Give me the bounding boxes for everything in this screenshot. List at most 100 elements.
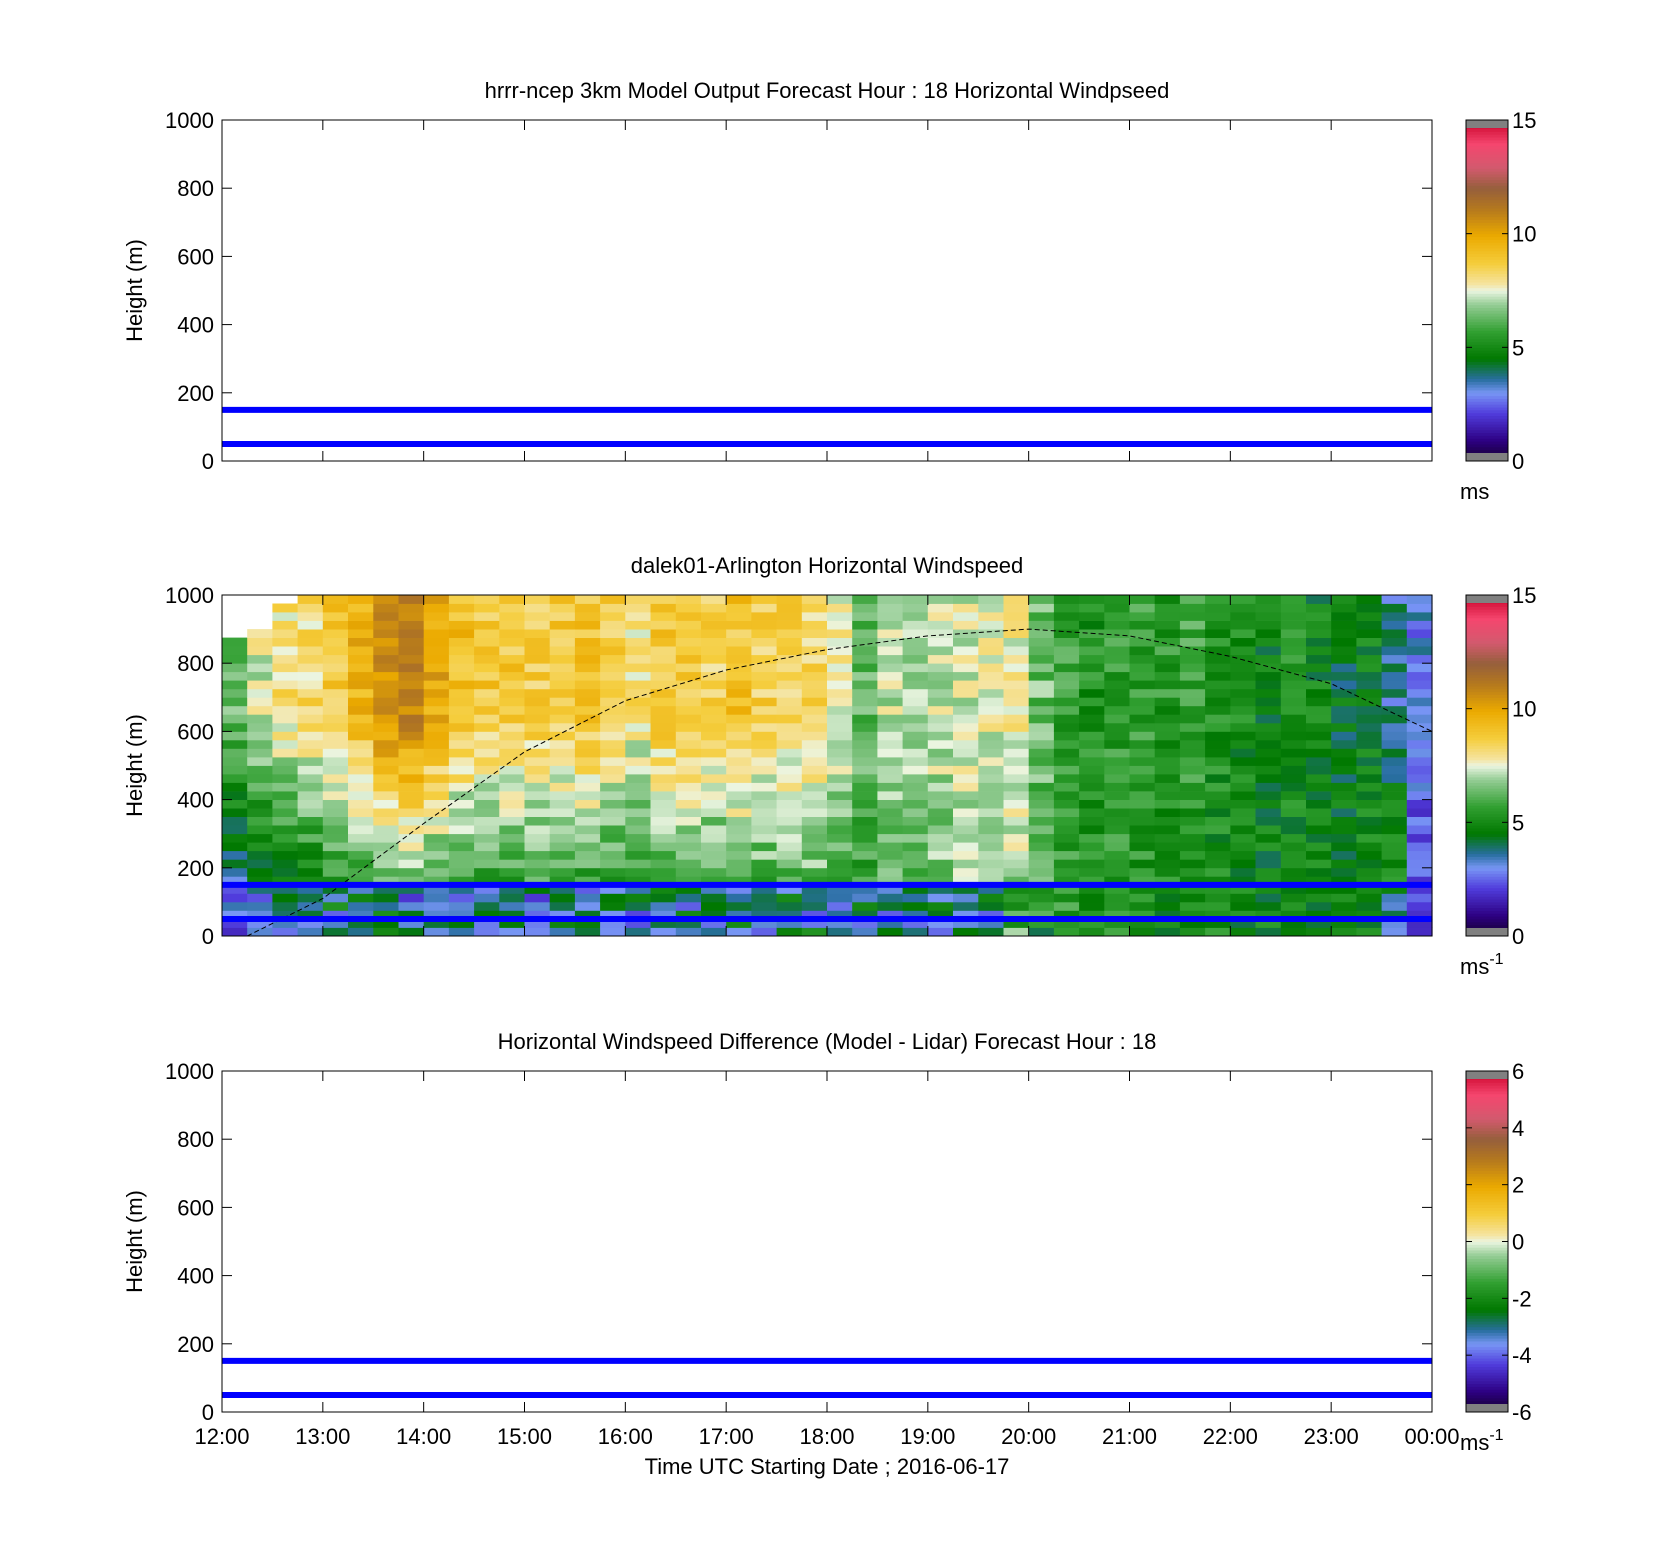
heatmap-cell bbox=[1356, 663, 1383, 673]
colorbar-swatch bbox=[1466, 910, 1508, 914]
heatmap-cell bbox=[322, 671, 349, 681]
heatmap-cell bbox=[776, 859, 803, 869]
heatmap-cell bbox=[474, 739, 500, 749]
heatmap-cell bbox=[524, 808, 551, 817]
heatmap-cell bbox=[1331, 876, 1357, 886]
heatmap-cell bbox=[222, 791, 248, 800]
heatmap-cell bbox=[398, 620, 425, 630]
colorbar-swatch bbox=[1466, 882, 1508, 886]
heatmap-cell bbox=[1230, 731, 1257, 741]
heatmap-cell bbox=[1154, 791, 1181, 800]
colorbar-swatch bbox=[1466, 421, 1508, 425]
heatmap-cell bbox=[801, 884, 828, 894]
heatmap-cell bbox=[1053, 637, 1080, 647]
heatmap-cell bbox=[297, 765, 324, 775]
colorbar-swatch bbox=[1466, 1261, 1508, 1265]
heatmap-cell bbox=[1179, 680, 1206, 690]
heatmap-cell bbox=[297, 833, 324, 843]
colorbar-swatch bbox=[1466, 151, 1508, 155]
heatmap-cell bbox=[1331, 757, 1357, 766]
heatmap-cell bbox=[1255, 791, 1282, 800]
colorbar-swatch bbox=[1466, 1389, 1508, 1393]
heatmap-cell bbox=[1079, 799, 1105, 809]
heatmap-cell bbox=[801, 646, 828, 656]
heatmap-cell bbox=[574, 833, 601, 843]
heatmap-cell bbox=[272, 927, 299, 937]
heatmap-cell bbox=[600, 893, 626, 903]
heatmap-cell bbox=[1356, 876, 1383, 886]
heatmap-cell bbox=[1356, 833, 1383, 843]
heatmap-cell bbox=[1306, 850, 1332, 860]
colorbar-swatch bbox=[1466, 694, 1508, 698]
heatmap-cell bbox=[1381, 765, 1408, 775]
heatmap-cell bbox=[852, 595, 878, 604]
heatmap-cell bbox=[222, 739, 248, 749]
heatmap-cell bbox=[322, 646, 349, 656]
heatmap-cell bbox=[877, 816, 904, 826]
heatmap-cell bbox=[1154, 782, 1181, 792]
colorbar-swatch bbox=[1466, 791, 1508, 795]
heatmap-cell bbox=[776, 637, 803, 647]
heatmap-cell bbox=[322, 799, 349, 809]
heatmap-cell bbox=[373, 663, 400, 673]
heatmap-cell bbox=[1356, 799, 1383, 809]
heatmap-cell bbox=[549, 757, 576, 766]
heatmap-cell bbox=[1129, 919, 1156, 928]
heatmap-cell bbox=[1356, 629, 1383, 638]
heatmap-cell bbox=[297, 867, 324, 877]
colorbar-swatch bbox=[1466, 762, 1508, 766]
colorbar-swatch bbox=[1466, 446, 1508, 451]
heatmap-cell bbox=[1280, 654, 1307, 664]
heatmap-cell bbox=[776, 705, 803, 715]
heatmap-cell bbox=[1104, 671, 1131, 681]
colorbar-swatch bbox=[1466, 1184, 1508, 1189]
heatmap-cell bbox=[1205, 731, 1231, 741]
colorbar-swatch bbox=[1466, 137, 1508, 141]
y-tick-label: 0 bbox=[202, 924, 214, 949]
heatmap-cell bbox=[272, 808, 299, 817]
heatmap-cell bbox=[1205, 884, 1231, 894]
heatmap-cell bbox=[827, 671, 853, 681]
heatmap-cell bbox=[1129, 637, 1156, 647]
heatmap-cell bbox=[927, 731, 954, 741]
heatmap-cell bbox=[1028, 782, 1055, 792]
colorbar-swatch bbox=[1466, 853, 1508, 857]
heatmap-cell bbox=[1280, 808, 1307, 817]
heatmap-cell bbox=[1406, 757, 1433, 766]
heatmap-cell bbox=[272, 876, 299, 886]
heatmap-cell bbox=[726, 722, 752, 732]
heatmap-cell bbox=[297, 612, 324, 621]
heatmap-cell bbox=[222, 774, 248, 783]
heatmap-cell bbox=[1331, 646, 1357, 656]
heatmap-cell bbox=[1179, 629, 1206, 638]
heatmap-cell bbox=[448, 884, 475, 894]
heatmap-cell bbox=[650, 816, 677, 826]
heatmap-cell bbox=[1381, 748, 1408, 758]
heatmap-cell bbox=[902, 654, 929, 664]
heatmap-cell bbox=[751, 714, 778, 724]
heatmap-cell bbox=[423, 782, 450, 792]
heatmap-cell bbox=[902, 893, 929, 903]
heatmap-cell bbox=[675, 646, 702, 656]
heatmap-cell bbox=[474, 680, 500, 690]
heatmap-cell bbox=[1406, 901, 1433, 911]
heatmap-cell bbox=[701, 927, 727, 937]
heatmap-cell bbox=[1003, 791, 1030, 800]
colorbar-swatch bbox=[1466, 418, 1508, 422]
heatmap-cell bbox=[1179, 842, 1206, 852]
heatmap-cell bbox=[474, 654, 500, 664]
heatmap-cell bbox=[625, 680, 652, 690]
heatmap-cell bbox=[348, 927, 374, 937]
heatmap-cell bbox=[776, 680, 803, 690]
heatmap-cell bbox=[1003, 629, 1030, 638]
heatmap-cell bbox=[927, 833, 954, 843]
heatmap-cell bbox=[650, 927, 677, 937]
heatmap-cell bbox=[1406, 748, 1433, 758]
heatmap-cell bbox=[801, 620, 828, 630]
heatmap-cell bbox=[272, 910, 299, 920]
heatmap-cell bbox=[423, 757, 450, 766]
heatmap-cell bbox=[1179, 867, 1206, 877]
colorbar-swatch bbox=[1466, 1321, 1508, 1325]
heatmap-cell bbox=[1356, 825, 1383, 835]
colorbar-swatch bbox=[1466, 725, 1508, 730]
